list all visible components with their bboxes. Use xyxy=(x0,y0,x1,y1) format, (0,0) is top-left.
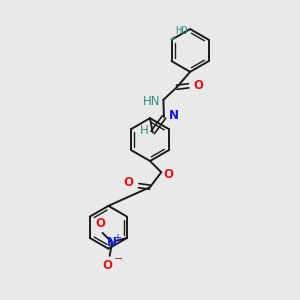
Text: −: − xyxy=(114,254,124,264)
Text: HN: HN xyxy=(143,95,161,108)
Text: H: H xyxy=(140,124,149,137)
Text: HO: HO xyxy=(175,26,188,36)
Text: +: + xyxy=(113,233,122,243)
Text: O: O xyxy=(102,260,112,272)
Text: O: O xyxy=(124,176,134,189)
Text: N: N xyxy=(168,109,178,122)
Text: N: N xyxy=(107,236,117,249)
Text: O: O xyxy=(95,217,105,230)
Text: O: O xyxy=(164,168,173,181)
Text: O: O xyxy=(193,79,203,92)
